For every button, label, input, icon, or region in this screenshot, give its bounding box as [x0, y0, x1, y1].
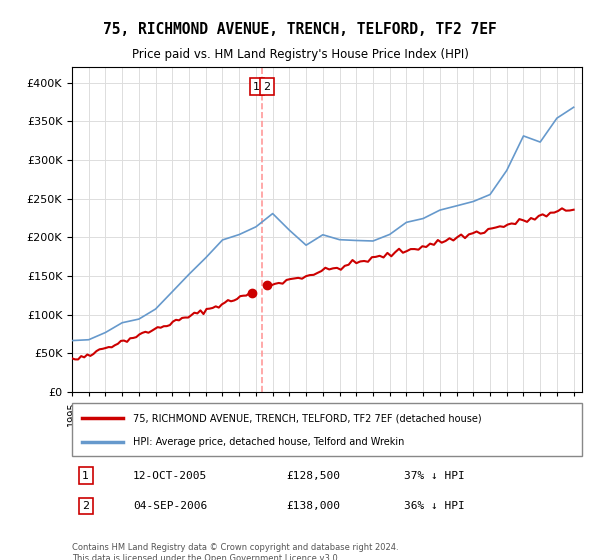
Text: 04-SEP-2006: 04-SEP-2006 — [133, 501, 208, 511]
Text: 75, RICHMOND AVENUE, TRENCH, TELFORD, TF2 7EF: 75, RICHMOND AVENUE, TRENCH, TELFORD, TF… — [103, 22, 497, 38]
Text: 37% ↓ HPI: 37% ↓ HPI — [404, 470, 464, 480]
Text: 1: 1 — [253, 82, 260, 91]
Text: HPI: Average price, detached house, Telford and Wrekin: HPI: Average price, detached house, Telf… — [133, 436, 404, 446]
Text: 2: 2 — [263, 82, 271, 91]
Text: 36% ↓ HPI: 36% ↓ HPI — [404, 501, 464, 511]
Text: £138,000: £138,000 — [286, 501, 340, 511]
Text: Price paid vs. HM Land Registry's House Price Index (HPI): Price paid vs. HM Land Registry's House … — [131, 48, 469, 60]
Text: 2: 2 — [82, 501, 89, 511]
Text: 1: 1 — [82, 470, 89, 480]
Text: 75, RICHMOND AVENUE, TRENCH, TELFORD, TF2 7EF (detached house): 75, RICHMOND AVENUE, TRENCH, TELFORD, TF… — [133, 413, 482, 423]
Text: Contains HM Land Registry data © Crown copyright and database right 2024.
This d: Contains HM Land Registry data © Crown c… — [72, 543, 398, 560]
Text: 12-OCT-2005: 12-OCT-2005 — [133, 470, 208, 480]
Text: £128,500: £128,500 — [286, 470, 340, 480]
FancyBboxPatch shape — [72, 403, 582, 456]
